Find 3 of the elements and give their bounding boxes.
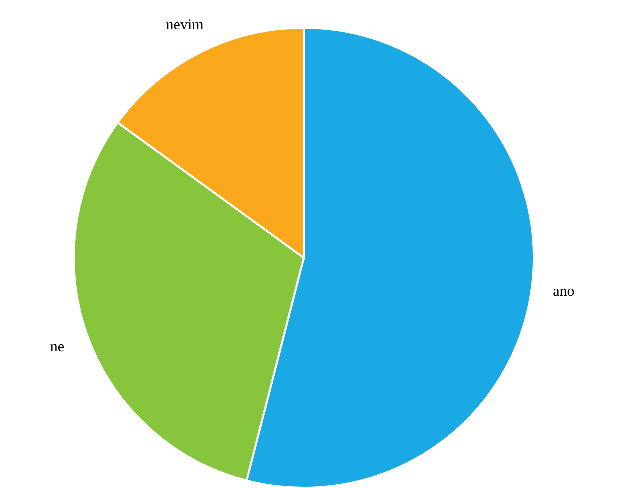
slice-label: ano [553, 284, 575, 300]
slice-label: nevim [166, 18, 204, 34]
slice-label: ne [50, 340, 65, 356]
